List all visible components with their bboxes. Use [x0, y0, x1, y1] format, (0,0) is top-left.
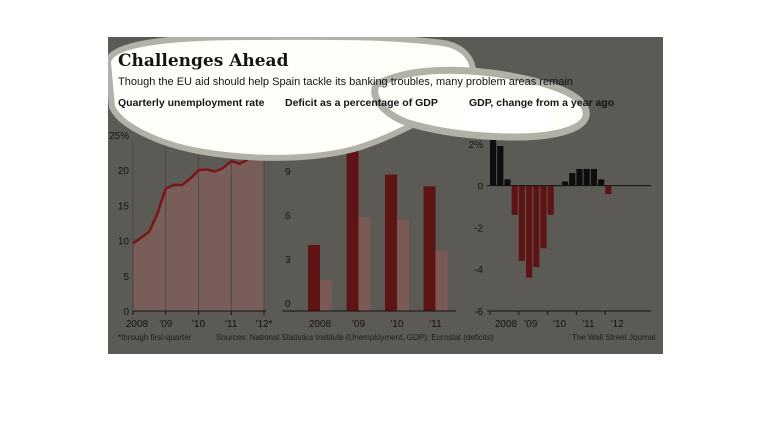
- x-tick-label: 2008: [309, 319, 332, 330]
- y-tick-label: 10: [118, 237, 130, 248]
- bar-spain: [423, 186, 436, 311]
- gdp-bar: [562, 181, 569, 186]
- y-tick-label: -6: [474, 307, 483, 318]
- footnote: *through first-quarter: [118, 333, 192, 342]
- gdp-bar: [497, 145, 504, 186]
- gdp-bar: [583, 168, 590, 186]
- x-tick-label: 2008: [126, 319, 149, 330]
- gdp-bar: [569, 173, 576, 186]
- y-tick-label: -2: [474, 223, 483, 234]
- page-subtitle: Though the EU aid should help Spain tack…: [118, 76, 573, 88]
- y-tick-label: 6: [285, 211, 291, 222]
- gdp-bar: [533, 185, 540, 268]
- highlight-ellipse: [462, 102, 550, 132]
- gdp-bar: [547, 185, 554, 215]
- gdp-bar: [518, 185, 525, 261]
- bar-euro-zone: [397, 220, 409, 311]
- gdp-chart: -6 -4 -2 0 2% 2008 '09 '10 '11 '12: [469, 129, 651, 330]
- bar-spain: [308, 245, 320, 311]
- y-tick-label: -4: [474, 265, 483, 276]
- bar-spain: [346, 146, 359, 311]
- deficit-chart-title: Deficit as a percentage of GDP: [285, 97, 438, 109]
- y-tick-label: 15: [118, 201, 130, 212]
- unemployment-chart: 0 5 10 15 20 25% 2008 '09 '10 '11 '12*: [109, 131, 273, 330]
- gdp-bar: [540, 185, 547, 249]
- highlight-overlay: [108, 37, 590, 161]
- unemployment-chart-title: Quarterly unemployment rate: [118, 97, 265, 109]
- x-tick-label: '11: [429, 319, 442, 330]
- x-tick-label: '10: [192, 319, 205, 330]
- y-tick-label: 0: [123, 307, 129, 318]
- x-tick-label: '11: [582, 319, 595, 330]
- bar-euro-zone: [435, 250, 448, 311]
- gdp-bar: [526, 185, 533, 278]
- gdp-bar: [511, 185, 518, 215]
- y-tick-label: 25%: [109, 131, 129, 142]
- gdp-bar: [590, 168, 597, 186]
- unemployment-line: [132, 158, 249, 245]
- gdp-chart-title: GDP, change from a year ago: [469, 97, 615, 109]
- x-tick-label: '09: [352, 319, 365, 330]
- y-tick-label: 0: [285, 299, 291, 310]
- x-tick-label: '09: [524, 319, 537, 330]
- gdp-bar: [598, 179, 605, 186]
- x-tick-label: '09: [159, 319, 172, 330]
- x-tick-label: '10: [553, 319, 566, 330]
- gdp-bar: [504, 179, 511, 186]
- y-tick-label: 9: [285, 167, 291, 178]
- y-tick-label: 0: [477, 182, 483, 193]
- bar-euro-zone: [358, 217, 371, 311]
- x-tick-label: '12: [611, 319, 624, 330]
- y-tick-label: 20: [118, 166, 130, 177]
- credit-line: The Wall Street Journal: [572, 333, 656, 342]
- gdp-bar: [490, 129, 497, 186]
- deficit-chart: 036912%SpainEuro zone2008'09'10'11: [282, 117, 463, 330]
- y-tick-label: 3: [285, 255, 291, 266]
- bar-spain: [385, 174, 397, 311]
- gdp-bar: [605, 185, 612, 195]
- bar-euro-zone: [320, 280, 332, 311]
- y-tick-label: 5: [123, 272, 129, 283]
- x-tick-label: '11: [225, 319, 238, 330]
- x-tick-label: '10: [390, 319, 403, 330]
- sources-note: Sources: National Statistics Institute (…: [216, 333, 494, 342]
- y-tick-label: 2%: [469, 140, 484, 151]
- x-tick-label: 2008: [495, 319, 518, 330]
- page-title: Challenges Ahead: [118, 51, 289, 71]
- gdp-bar: [576, 168, 583, 186]
- x-tick-label: '12*: [256, 319, 273, 330]
